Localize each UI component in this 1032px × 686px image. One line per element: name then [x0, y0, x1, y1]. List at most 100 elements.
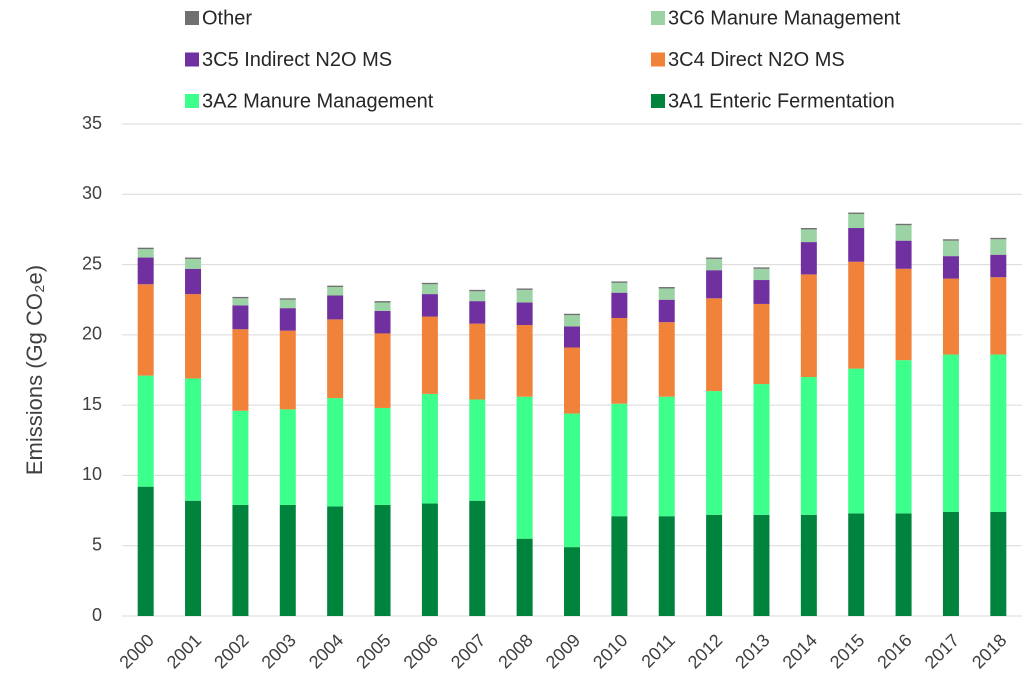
bar-segment [611, 403, 628, 517]
bar-segment [800, 377, 817, 515]
x-tick-label: 2012 [684, 630, 726, 672]
bar-segment [421, 294, 438, 317]
bar-segment [279, 299, 296, 309]
bar-segment [469, 500, 486, 616]
y-tick-label: 20 [82, 324, 102, 344]
bar-segment [327, 319, 344, 399]
bar-segment [658, 288, 675, 300]
bar-segment [279, 330, 296, 410]
bar-segment [327, 285, 344, 288]
bar-segment [848, 213, 865, 229]
legend-label: Other [202, 7, 252, 29]
x-tick-label: 2018 [968, 630, 1010, 672]
x-tick-label: 2008 [494, 630, 536, 672]
bar-segment [469, 399, 486, 501]
bar-segment [895, 513, 912, 616]
bar-segment [469, 323, 486, 400]
bar-segment [564, 347, 580, 414]
x-tick-label: 2014 [779, 630, 821, 672]
bar-segment [327, 506, 344, 616]
bar-segment [658, 322, 675, 397]
bar-segment [706, 514, 723, 616]
bar-segment [990, 277, 1007, 355]
bar-segment [942, 511, 959, 616]
bar-segment [232, 296, 249, 299]
x-tick-label: 2006 [400, 630, 442, 672]
bar-segment [185, 257, 202, 259]
bar-segment [421, 316, 438, 394]
bar-segment [706, 298, 723, 392]
y-tick-label: 35 [82, 113, 102, 133]
bar-segment [374, 333, 391, 408]
bar-segment [658, 287, 675, 289]
bar-segment [753, 267, 770, 269]
bar-segment [942, 354, 959, 512]
y-tick-label: 15 [82, 394, 102, 414]
bar-segment [279, 308, 296, 331]
bar-segment [753, 514, 770, 616]
bar-segment [137, 375, 154, 487]
y-tick-label: 10 [82, 464, 102, 484]
bar-segment [895, 240, 912, 269]
x-tick-label: 2000 [115, 630, 157, 672]
x-tick-label: 2002 [210, 630, 252, 672]
bar-segment [706, 258, 723, 271]
legend-label: 3C4 Direct N2O MS [668, 49, 845, 71]
bar-segment [185, 294, 202, 379]
bar-segment [232, 298, 249, 306]
bar-segment [800, 274, 817, 378]
bar-segment [611, 317, 628, 404]
y-tick-label: 25 [82, 253, 102, 273]
bar-segment [516, 289, 533, 303]
bar-segment [611, 282, 628, 293]
bar-segment [279, 409, 296, 505]
bar-segment [327, 287, 344, 296]
bar-segment [895, 223, 912, 226]
bar-segment [706, 257, 723, 259]
legend-swatch [185, 11, 199, 25]
bar-segment [564, 413, 580, 548]
bar-segment [469, 291, 486, 302]
bar-segment [990, 254, 1007, 278]
x-tick-label: 2016 [873, 630, 915, 672]
bar-segment [516, 325, 533, 397]
bar-segment [706, 391, 723, 515]
bar-segment [848, 261, 865, 369]
bar-segment [516, 302, 533, 326]
bar-segment [564, 315, 580, 327]
bar-segment [185, 268, 202, 295]
bar-segment [990, 511, 1007, 616]
bar-segment [848, 513, 865, 616]
x-tick-label: 2003 [258, 630, 300, 672]
bar-segment [137, 486, 154, 616]
bar-segment [279, 504, 296, 616]
x-tick-label: 2004 [305, 630, 347, 672]
y-tick-label: 5 [92, 534, 102, 554]
bar-segment [185, 500, 202, 616]
bar-segment [374, 504, 391, 616]
bar-segment [753, 268, 770, 281]
bar-segment [990, 237, 1007, 240]
bar-segment [848, 212, 865, 214]
bar-segment [232, 504, 249, 616]
bar-segment [232, 305, 249, 330]
x-tick-label: 2013 [731, 630, 773, 672]
bar-segment [374, 310, 391, 334]
bar-segment [658, 396, 675, 517]
x-tick-label: 2010 [589, 630, 631, 672]
bar-segment [469, 289, 486, 292]
bar-segment [848, 368, 865, 514]
bar-segment [516, 396, 533, 539]
bar-segment [374, 302, 391, 311]
legend-label: 3C5 Indirect N2O MS [202, 49, 392, 71]
x-tick-label: 2001 [163, 630, 205, 672]
bar-segment [658, 299, 675, 323]
bar-segment [942, 239, 959, 241]
legend-label: 3A1 Enteric Fermentation [668, 90, 895, 112]
bar-segment [185, 378, 202, 501]
bar-segment [895, 225, 912, 241]
y-tick-label: 30 [82, 183, 102, 203]
bar-segment [421, 393, 438, 504]
bar-segment [516, 538, 533, 616]
